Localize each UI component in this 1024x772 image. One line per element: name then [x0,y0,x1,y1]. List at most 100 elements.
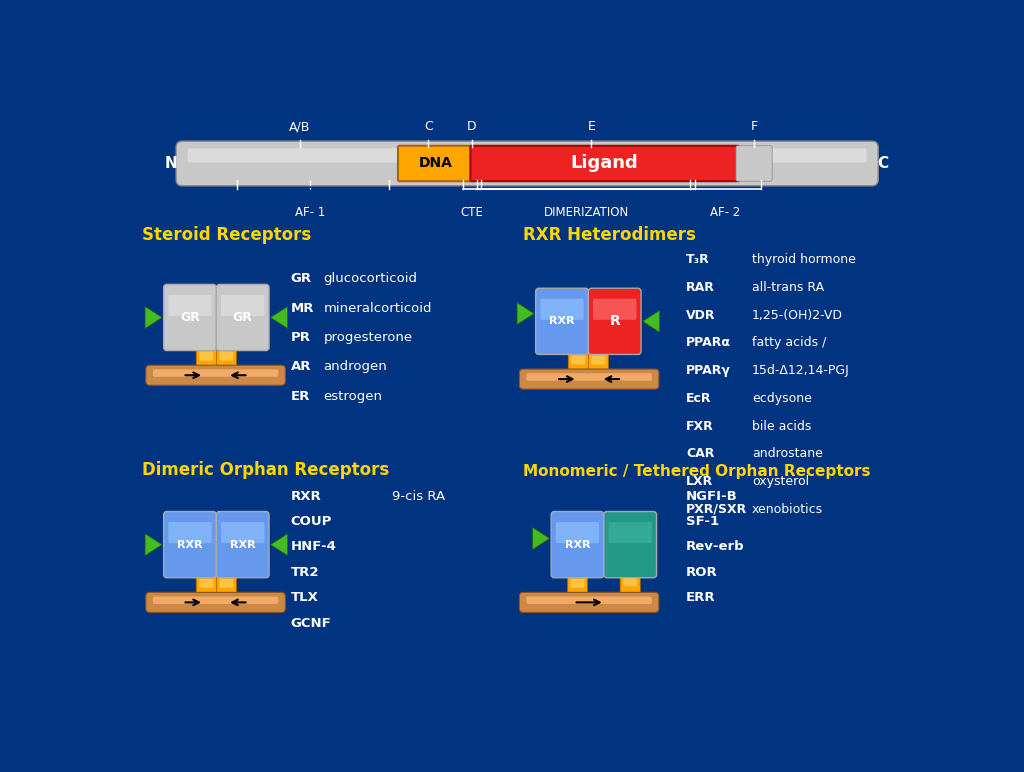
Polygon shape [532,527,550,550]
Text: DIMERIZATION: DIMERIZATION [544,206,629,218]
Text: R: R [609,314,621,328]
Text: glucocorticoid: glucocorticoid [324,273,418,286]
FancyBboxPatch shape [197,345,216,374]
FancyBboxPatch shape [187,148,866,163]
Polygon shape [643,310,659,332]
Text: androgen: androgen [324,361,387,373]
Text: MR: MR [291,302,314,315]
FancyBboxPatch shape [519,369,658,389]
Text: Dimeric Orphan Receptors: Dimeric Orphan Receptors [142,461,389,479]
Text: PR: PR [291,331,310,344]
FancyBboxPatch shape [526,597,652,604]
FancyBboxPatch shape [219,352,233,361]
FancyBboxPatch shape [153,369,279,377]
FancyBboxPatch shape [164,284,216,350]
FancyBboxPatch shape [571,356,586,364]
Text: T₃R: T₃R [686,253,710,266]
Text: androstane: androstane [752,447,822,460]
FancyBboxPatch shape [536,288,589,354]
FancyBboxPatch shape [604,512,656,577]
Text: EcR: EcR [686,392,712,405]
Text: TR2: TR2 [291,566,319,579]
FancyBboxPatch shape [624,578,637,586]
FancyBboxPatch shape [589,288,641,354]
Text: VDR: VDR [686,309,716,322]
Text: RXR: RXR [549,317,574,327]
Text: RXR: RXR [177,540,203,550]
Text: PXR/SXR: PXR/SXR [686,503,748,516]
Text: E: E [588,120,595,134]
FancyBboxPatch shape [470,146,739,181]
FancyBboxPatch shape [592,356,605,364]
FancyBboxPatch shape [519,592,658,612]
Text: C: C [878,156,889,171]
Text: oxysterol: oxysterol [752,475,809,488]
Text: PPARγ: PPARγ [686,364,731,377]
Polygon shape [145,533,162,556]
FancyBboxPatch shape [568,349,589,378]
Text: progesterone: progesterone [324,331,413,344]
Text: DNA: DNA [419,157,453,171]
FancyBboxPatch shape [168,522,212,543]
FancyBboxPatch shape [176,141,879,186]
FancyBboxPatch shape [621,572,640,598]
Text: A/B: A/B [289,120,310,134]
Text: F: F [751,120,758,134]
Text: PPARα: PPARα [686,337,731,350]
FancyBboxPatch shape [736,146,772,181]
FancyBboxPatch shape [197,572,216,601]
FancyBboxPatch shape [551,512,604,577]
FancyBboxPatch shape [216,512,269,577]
Text: Monomeric / Tethered Orphan Receptors: Monomeric / Tethered Orphan Receptors [523,464,870,479]
Text: fatty acids /: fatty acids / [752,337,826,350]
FancyBboxPatch shape [168,295,212,316]
Text: NGFI-B: NGFI-B [686,489,737,503]
FancyBboxPatch shape [216,572,237,601]
Text: Steroid Receptors: Steroid Receptors [142,226,311,244]
Text: xenobiotics: xenobiotics [752,503,823,516]
FancyBboxPatch shape [541,299,584,320]
Text: SF-1: SF-1 [686,515,719,528]
Text: RXR: RXR [291,489,322,503]
Polygon shape [517,303,535,325]
Text: RAR: RAR [686,281,715,294]
FancyBboxPatch shape [526,373,652,381]
Polygon shape [270,306,288,329]
Text: GR: GR [291,273,312,286]
Text: Ligand: Ligand [570,154,639,172]
Text: AR: AR [291,361,311,373]
Text: LXR: LXR [686,475,714,488]
Text: TLX: TLX [291,591,318,604]
FancyBboxPatch shape [145,592,286,612]
Text: GR: GR [232,311,253,324]
Text: ROR: ROR [686,566,718,579]
Text: thyroid hormone: thyroid hormone [752,253,856,266]
Polygon shape [145,306,162,329]
Text: COUP: COUP [291,515,332,528]
FancyBboxPatch shape [570,579,585,587]
FancyBboxPatch shape [221,522,264,543]
Text: AF- 2: AF- 2 [710,206,740,218]
Text: CTE: CTE [461,206,483,218]
Text: bile acids: bile acids [752,419,811,432]
Text: RXR: RXR [564,540,590,550]
FancyBboxPatch shape [608,522,652,543]
Text: Rev-erb: Rev-erb [686,540,744,554]
Text: GR: GR [180,311,200,324]
FancyBboxPatch shape [556,522,599,543]
FancyBboxPatch shape [589,349,608,378]
Text: CAR: CAR [686,447,715,460]
Text: estrogen: estrogen [324,390,382,402]
FancyBboxPatch shape [200,352,213,361]
Text: ER: ER [291,390,310,402]
Text: mineralcorticoid: mineralcorticoid [324,302,432,315]
Text: C: C [424,120,433,134]
Text: ERR: ERR [686,591,716,604]
FancyBboxPatch shape [153,597,279,604]
FancyBboxPatch shape [221,295,264,316]
Text: HNF-4: HNF-4 [291,540,337,554]
Polygon shape [270,533,288,556]
FancyBboxPatch shape [398,146,473,181]
Text: RXR Heterodimers: RXR Heterodimers [523,226,696,244]
Text: N: N [165,156,178,171]
